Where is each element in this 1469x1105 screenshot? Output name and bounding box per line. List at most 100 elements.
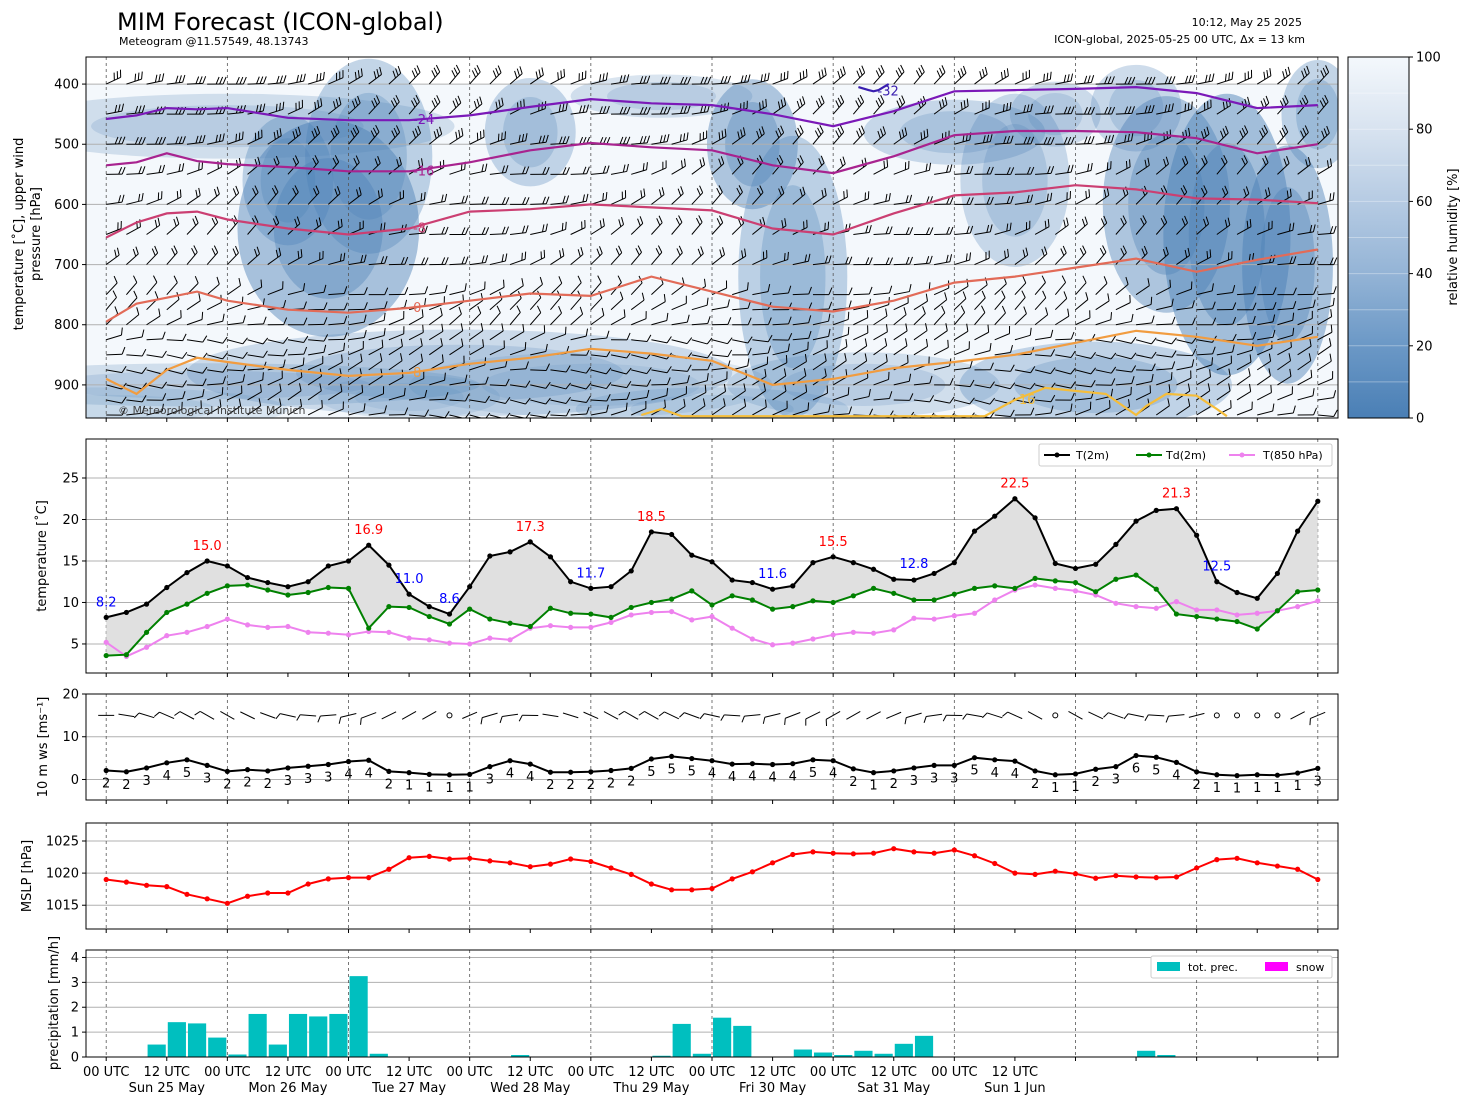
barb-feather	[1127, 133, 1130, 142]
upper-wind-barb	[1055, 164, 1074, 175]
humidity-cell	[738, 135, 848, 418]
barb-feather	[1211, 283, 1214, 291]
upper-wind-barb	[328, 332, 348, 341]
barb-feather	[727, 75, 731, 84]
barb-feather	[707, 362, 712, 370]
barb-feather	[239, 76, 244, 85]
x-tick-label: 00 UTC	[931, 1065, 977, 1080]
upper-wind-barb	[752, 383, 766, 401]
barb-feather	[679, 134, 682, 142]
barb-staff	[974, 384, 991, 389]
upper-wind-barb	[611, 106, 631, 115]
barb-feather	[839, 95, 845, 103]
series-point	[628, 568, 634, 574]
barb-feather	[969, 360, 973, 368]
upper-wind-barb	[166, 391, 186, 401]
upper-wind-barb	[166, 333, 187, 342]
upper-wind-barb	[449, 306, 462, 326]
barb-feather	[1100, 218, 1105, 226]
barb-feather	[1163, 158, 1167, 167]
upper-wind-barb	[207, 76, 227, 85]
barb-feather	[1209, 249, 1212, 258]
upper-wind-barb	[1014, 366, 1036, 374]
series-point	[123, 609, 129, 616]
wind-speed-point	[1274, 772, 1281, 778]
barb-feather	[680, 76, 685, 85]
barb-feather	[783, 368, 787, 376]
chart-subtitle: Meteogram @11.57549, 48.13743	[119, 35, 309, 48]
barb-staff	[1216, 351, 1233, 356]
barb-staff	[853, 332, 869, 341]
barb-feather	[1184, 75, 1189, 84]
barb-feather	[317, 715, 321, 723]
series-point	[386, 562, 392, 568]
upper-wind-barb	[408, 324, 424, 341]
barb-feather	[895, 70, 900, 78]
barb-feather	[799, 188, 803, 197]
mslp-point	[648, 881, 655, 887]
upper-wind-barb	[954, 360, 973, 371]
barb-feather	[198, 76, 203, 84]
barb-feather	[707, 76, 712, 85]
series-point	[568, 624, 574, 630]
barb-feather	[941, 99, 945, 107]
barb-staff	[832, 101, 845, 115]
barb-staff	[307, 375, 322, 386]
barb-feather	[864, 353, 868, 362]
barb-staff	[812, 411, 829, 416]
barb-feather	[238, 398, 242, 407]
upper-wind-barb	[711, 299, 730, 311]
barb-staff	[1135, 192, 1148, 205]
barb-staff	[631, 142, 648, 145]
barb-staff	[974, 297, 986, 311]
upper-wind-barb	[227, 185, 240, 205]
barb-feather	[254, 185, 259, 193]
barb-feather	[538, 69, 542, 78]
barb-feather	[839, 125, 845, 133]
barb-staff	[933, 299, 947, 311]
barb-feather	[666, 336, 672, 344]
colorbar-tick-label: 40	[1416, 267, 1433, 282]
barb-feather	[1144, 159, 1147, 168]
upper-wind-barb	[1075, 162, 1093, 175]
barb-feather	[606, 105, 610, 114]
barb-feather	[858, 67, 863, 76]
barb-staff	[227, 369, 244, 372]
series-point	[669, 608, 675, 615]
mslp-point	[790, 851, 796, 858]
x-tick-label: 12 UTC	[992, 1065, 1038, 1080]
barb-feather	[585, 382, 592, 390]
barb-feather	[334, 155, 340, 163]
barb-staff	[651, 354, 668, 360]
barb-staff	[671, 321, 688, 326]
barb-feather	[826, 385, 828, 394]
barb-feather	[1326, 125, 1330, 134]
barb-feather	[501, 254, 504, 262]
barb-staff	[1236, 375, 1251, 386]
series-point	[1052, 578, 1058, 584]
upper-wind-barb	[651, 312, 669, 326]
barb-staff	[772, 375, 787, 386]
barb-staff	[1054, 298, 1068, 311]
upper-wind-barb	[1034, 275, 1046, 295]
barb-feather	[1265, 95, 1270, 104]
barb-staff	[1115, 252, 1127, 265]
barb-staff	[1014, 77, 1030, 85]
barb-staff	[1216, 258, 1232, 266]
barb-feather	[460, 323, 464, 331]
upper-wind-barb	[1196, 369, 1211, 386]
barb-staff	[731, 191, 743, 205]
barb-feather	[867, 325, 869, 333]
wind-barb	[982, 712, 1003, 719]
barb-feather	[744, 248, 747, 257]
barb-staff	[731, 162, 744, 175]
barb-staff	[146, 369, 163, 375]
barb-staff	[671, 139, 688, 145]
barb-staff	[227, 381, 244, 386]
barb-feather	[1140, 217, 1145, 226]
barb-staff	[186, 222, 199, 235]
upper-wind-barb	[1256, 124, 1268, 145]
barb-feather	[1284, 95, 1289, 103]
barb-feather	[505, 397, 511, 404]
temperature-tick-label: 15	[62, 554, 79, 569]
